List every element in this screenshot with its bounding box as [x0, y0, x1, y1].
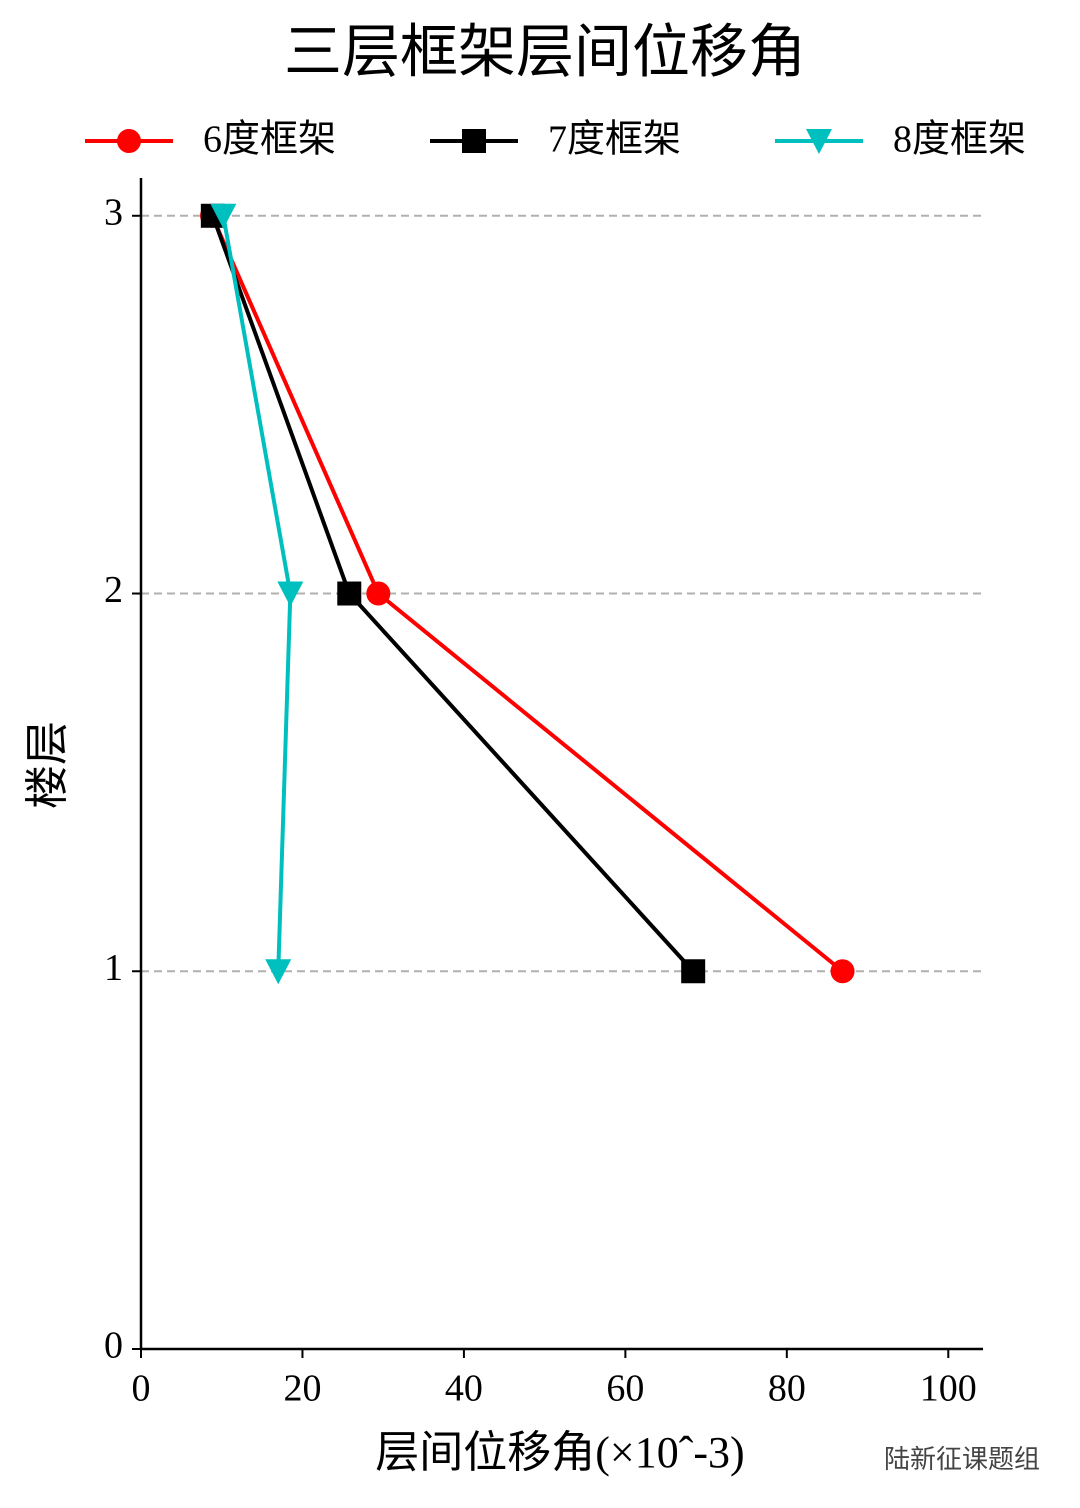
x-tick-label: 0 [132, 1368, 151, 1410]
y-tick-label: 3 [104, 191, 123, 233]
series-line [210, 214, 844, 973]
y-tick-label: 1 [104, 947, 123, 989]
x-tick-label: 80 [768, 1368, 806, 1410]
x-axis-label: 层间位移角(×10ˆ-3) [375, 1428, 744, 1477]
x-tick-label: 40 [445, 1368, 483, 1410]
legend-label: 8度框架 [893, 119, 1026, 161]
legend-label: 7度框架 [548, 119, 681, 161]
chart-title: 三层框架层间位移角 [284, 19, 806, 84]
y-tick-label: 2 [104, 569, 123, 611]
x-tick-label: 20 [283, 1368, 321, 1410]
marker [806, 129, 832, 154]
marker [265, 959, 292, 985]
marker [366, 581, 391, 606]
marker [830, 959, 855, 984]
y-axis-label: 楼层 [23, 721, 72, 809]
y-tick-label: 0 [104, 1325, 123, 1367]
marker [337, 581, 362, 606]
marker [462, 129, 486, 153]
marker [117, 129, 141, 153]
watermark: 陆新征课题组 [884, 1445, 1040, 1474]
x-tick-label: 60 [606, 1368, 644, 1410]
legend-label: 6度框架 [203, 119, 336, 161]
marker [210, 203, 237, 229]
x-tick-label: 100 [920, 1368, 977, 1410]
marker [277, 581, 304, 607]
marker [681, 959, 706, 984]
